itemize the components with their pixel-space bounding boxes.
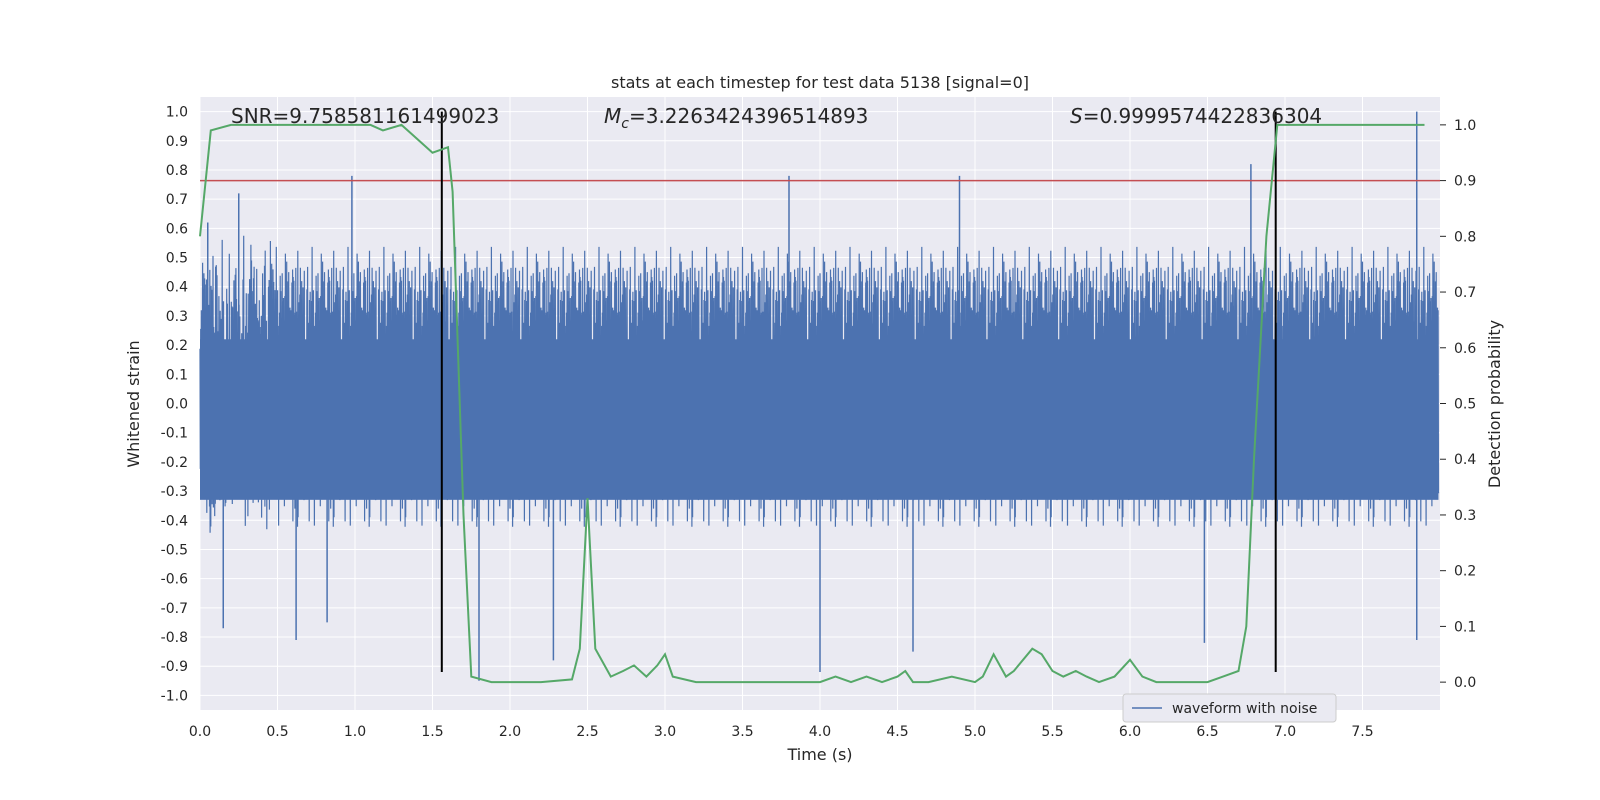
- x-tick-label-1: 0.5: [266, 724, 288, 740]
- y-tick-label-2: 0.8: [166, 163, 188, 179]
- y-tick-label-8: 0.2: [166, 338, 188, 354]
- chirp-mass-annotation: Mc=3.2263424396514893: [604, 104, 868, 132]
- y2-tick-label-3: 0.7: [1454, 285, 1476, 301]
- y-tick-label-11: -0.1: [161, 426, 188, 442]
- y-tick-label-14: -0.4: [161, 513, 188, 529]
- x-tick-label-10: 5.0: [964, 724, 986, 740]
- x-tick-label-6: 3.0: [654, 724, 676, 740]
- y-tick-label-17: -0.7: [161, 601, 188, 617]
- x-tick-label-0: 0.0: [189, 724, 211, 740]
- x-tick-label-8: 4.0: [809, 724, 831, 740]
- tick-layer: 0.0 0.5 1.0 1.5 2.0 2.5 3.0 3.5 4.0 4.5 5.0 5.5 6.0 6…: [161, 105, 1477, 740]
- y-tick-label-9: 0.1: [166, 367, 188, 383]
- x-tick-label-9: 4.5: [886, 724, 908, 740]
- overlay-layer: [199, 111, 1440, 684]
- y-tick-label-15: -0.5: [161, 542, 188, 558]
- y-tick-label-13: -0.3: [161, 484, 188, 500]
- y-tick-label-3: 0.7: [166, 192, 188, 208]
- snr-annotation: SNR=9.758581161499023: [231, 104, 499, 128]
- x-tick-label-4: 2.0: [499, 724, 521, 740]
- s-symbol: S: [1070, 104, 1083, 128]
- x-tick-label-2: 1.0: [344, 724, 366, 740]
- y-tick-label-4: 0.6: [166, 221, 188, 237]
- y-tick-label-1: 0.9: [166, 134, 188, 150]
- chart-title: stats at each timestep for test data 513…: [611, 73, 1029, 92]
- chirp-mass-subscript: c: [621, 116, 629, 132]
- x-tick-label-13: 6.5: [1196, 724, 1218, 740]
- y-tick-label-0: 1.0: [166, 105, 188, 121]
- y-tick-label-20: -1.0: [161, 688, 188, 704]
- y2-tick-label-0: 1.0: [1454, 118, 1476, 134]
- probability-line: [199, 123, 1425, 684]
- legend-box: [1122, 693, 1337, 723]
- waveform-series: [199, 111, 1440, 681]
- chirp-mass-symbol: M: [604, 104, 621, 128]
- y2-tick-label-5: 0.5: [1454, 397, 1476, 413]
- x-tick-label-11: 5.5: [1041, 724, 1063, 740]
- x-tick-label-3: 1.5: [421, 724, 443, 740]
- y2-tick-label-7: 0.3: [1454, 508, 1476, 524]
- y2-tick-label-1: 0.9: [1454, 174, 1476, 190]
- y-tick-label-18: -0.8: [161, 630, 188, 646]
- chirp-mass-value: =3.2263424396514893: [629, 104, 868, 128]
- x-tick-label-7: 3.5: [731, 724, 753, 740]
- s-annotation: S=0.9999574422836304: [1070, 104, 1322, 128]
- y2-tick-label-10: 0.0: [1454, 675, 1476, 691]
- y-tick-label-7: 0.3: [166, 309, 188, 325]
- x-tick-label-5: 2.5: [576, 724, 598, 740]
- y-tick-label-19: -0.9: [161, 659, 188, 675]
- y-tick-label-10: 0.0: [166, 397, 188, 413]
- s-value: =0.9999574422836304: [1083, 104, 1322, 128]
- x-tick-label-15: 7.5: [1351, 724, 1373, 740]
- y-tick-label-16: -0.6: [161, 572, 188, 588]
- y2-tick-label-4: 0.6: [1454, 341, 1476, 357]
- y2-axis-label: Detection probability: [1485, 320, 1504, 488]
- y-tick-label-6: 0.4: [166, 280, 188, 296]
- y-axis-label: Whitened strain: [124, 340, 143, 467]
- y-tick-label-5: 0.5: [166, 251, 188, 267]
- y2-tick-label-9: 0.1: [1454, 619, 1476, 635]
- x-axis-label: Time (s): [786, 745, 852, 764]
- x-tick-label-12: 6.0: [1119, 724, 1141, 740]
- y2-tick-label-8: 0.2: [1454, 564, 1476, 580]
- legend: waveform with noise: [1122, 693, 1337, 723]
- y-tick-label-12: -0.2: [161, 455, 188, 471]
- x-tick-label-14: 7.0: [1274, 724, 1296, 740]
- waveform-core: [200, 339, 1439, 500]
- y2-tick-label-2: 0.8: [1454, 229, 1476, 245]
- y2-tick-label-6: 0.4: [1454, 452, 1476, 468]
- legend-label: waveform with noise: [1172, 701, 1317, 717]
